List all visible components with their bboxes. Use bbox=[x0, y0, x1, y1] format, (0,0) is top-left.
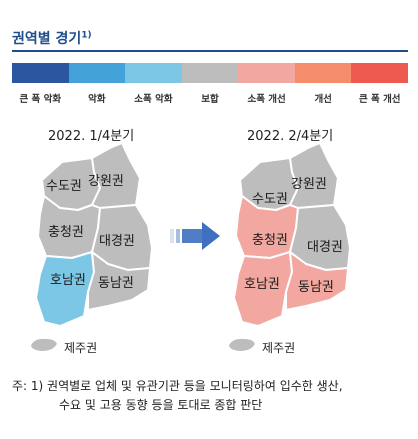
page-title: 권역별 경기1) bbox=[12, 30, 92, 47]
label-honam: 호남권 bbox=[50, 273, 86, 288]
legend-label-0: 큰 폭 악화 bbox=[19, 94, 62, 105]
legend-label-5: 개선 bbox=[314, 94, 332, 105]
label-chungcheong: 충청권 bbox=[252, 233, 288, 248]
label-jeju-right: 제주권 bbox=[262, 341, 296, 355]
legend-label-6: 큰 폭 개선 bbox=[358, 94, 401, 105]
map-2022-q2: 수도권 강원권 충청권 대경권 호남권 동남권 bbox=[227, 142, 351, 353]
label-chungcheong: 충청권 bbox=[48, 225, 84, 240]
title-footnote-mark: 1) bbox=[81, 30, 92, 41]
legend-swatch-5 bbox=[294, 63, 352, 83]
legend: 큰 폭 악화 악화 소폭 악화 보합 소폭 개선 개선 큰 폭 개선 bbox=[12, 63, 409, 105]
region-honam bbox=[35, 251, 95, 327]
footnote: 주: 1) 권역별로 업체 및 유관기관 등을 모니터링하여 입수한 생산, 수… bbox=[12, 377, 343, 415]
region-dongnam bbox=[87, 251, 151, 311]
title-divider bbox=[12, 50, 408, 52]
label-dongnam: 동남권 bbox=[98, 276, 134, 291]
legend-swatch-2 bbox=[125, 63, 182, 83]
legend-label-1: 악화 bbox=[88, 94, 106, 105]
legend-labels: 큰 폭 악화 악화 소폭 악화 보합 소폭 개선 개선 큰 폭 개선 bbox=[12, 91, 408, 105]
period-label-left: 2022. 1/4분기 bbox=[48, 129, 135, 144]
label-dongnam: 동남권 bbox=[298, 280, 334, 295]
period-label-right: 2022. 2/4분기 bbox=[247, 129, 334, 144]
map-2022-q1: 수도권 강원권 충청권 대경권 호남권 동남권 bbox=[29, 142, 153, 353]
label-daegyeong: 대경권 bbox=[307, 240, 343, 255]
legend-label-3: 보합 bbox=[201, 94, 219, 105]
legend-label-4: 소폭 개선 bbox=[247, 94, 286, 105]
right-arrow-icon bbox=[170, 222, 220, 250]
label-honam: 호남권 bbox=[244, 277, 280, 292]
region-gangwon bbox=[289, 142, 339, 209]
legend-swatches bbox=[12, 63, 409, 83]
footnote-line1: 권역별로 업체 및 유관기관 등을 모니터링하여 입수한 생산, bbox=[47, 379, 343, 393]
region-dongnam bbox=[285, 251, 349, 311]
legend-swatch-0 bbox=[12, 63, 69, 83]
label-gangwon: 강원권 bbox=[88, 174, 124, 189]
legend-swatch-1 bbox=[68, 63, 126, 83]
label-sudo: 수도권 bbox=[252, 192, 288, 207]
footnote-prefix: 주: 1) bbox=[12, 379, 44, 393]
label-gangwon: 강원권 bbox=[291, 177, 327, 192]
legend-swatch-6 bbox=[351, 63, 409, 83]
legend-swatch-3 bbox=[181, 63, 239, 83]
region-jeju bbox=[227, 336, 257, 353]
region-honam bbox=[233, 251, 293, 327]
legend-swatch-4 bbox=[238, 63, 295, 83]
region-jeju bbox=[29, 336, 59, 353]
label-daegyeong: 대경권 bbox=[99, 234, 135, 249]
legend-label-2: 소폭 악화 bbox=[134, 94, 173, 105]
label-jeju-left: 제주권 bbox=[64, 341, 98, 355]
footnote-line2: 수요 및 고용 동향 등을 토대로 종합 판단 bbox=[59, 398, 263, 412]
label-sudo: 수도권 bbox=[46, 179, 82, 194]
